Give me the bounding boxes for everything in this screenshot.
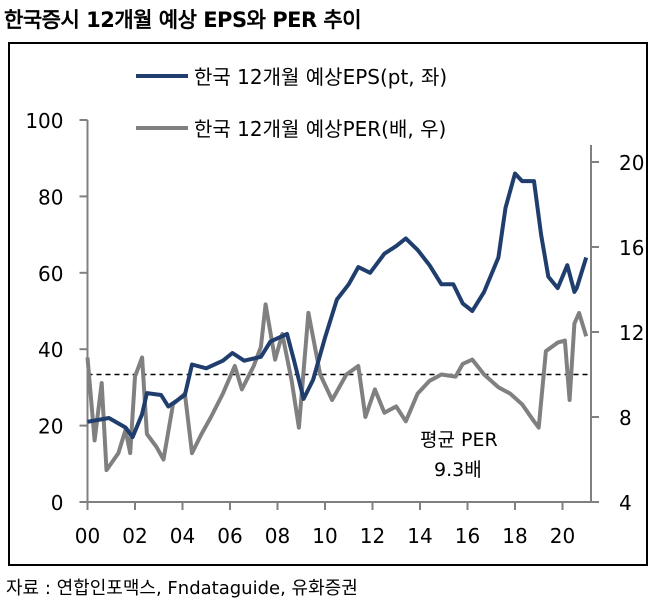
y-right-tick-label: 4 — [619, 491, 632, 515]
x-tick-label: 08 — [265, 524, 290, 548]
annotation-avg-per-label: 평균 PER — [420, 429, 498, 451]
y-left-tick-label: 80 — [38, 185, 63, 209]
x-tick-label: 16 — [455, 524, 480, 548]
page-title: 한국증시 12개월 예상 EPS와 PER 추이 — [4, 8, 362, 32]
y-right-tick-label: 16 — [619, 236, 644, 260]
annotation-avg-per-value: 9.3배 — [434, 459, 482, 481]
y-left-tick-label: 40 — [38, 338, 63, 362]
x-tick-label: 14 — [407, 524, 432, 548]
legend-label-eps: 한국 12개월 예상EPS(pt, 좌) — [194, 65, 447, 89]
x-tick-label: 06 — [217, 524, 242, 548]
legend: 한국 12개월 예상EPS(pt, 좌) 한국 12개월 예상PER(배, 우) — [136, 65, 447, 141]
source-note: 자료 : 연합인포맥스, Fndataguide, 유화증권 — [6, 578, 358, 599]
y-left-tick-label: 0 — [51, 491, 64, 515]
y-right-tick-label: 8 — [619, 406, 632, 430]
x-tick-label: 12 — [360, 524, 385, 548]
x-tick-label: 18 — [502, 524, 527, 548]
y-left-tick-label: 100 — [25, 109, 63, 133]
series-line-eps — [87, 171, 589, 440]
x-tick-label: 02 — [122, 524, 147, 548]
x-tick-label: 20 — [550, 524, 575, 548]
y-right-tick-label: 12 — [619, 321, 644, 345]
y-left-tick-label: 20 — [38, 415, 63, 439]
y-left-tick-label: 60 — [38, 262, 63, 286]
legend-label-per: 한국 12개월 예상PER(배, 우) — [194, 117, 446, 141]
x-tick-label: 00 — [75, 524, 100, 548]
y-right-tick-label: 20 — [619, 151, 644, 175]
x-tick-label: 10 — [312, 524, 337, 548]
series-line-per — [85, 302, 589, 473]
chart-frame — [8, 42, 648, 566]
x-tick-label: 04 — [170, 524, 195, 548]
